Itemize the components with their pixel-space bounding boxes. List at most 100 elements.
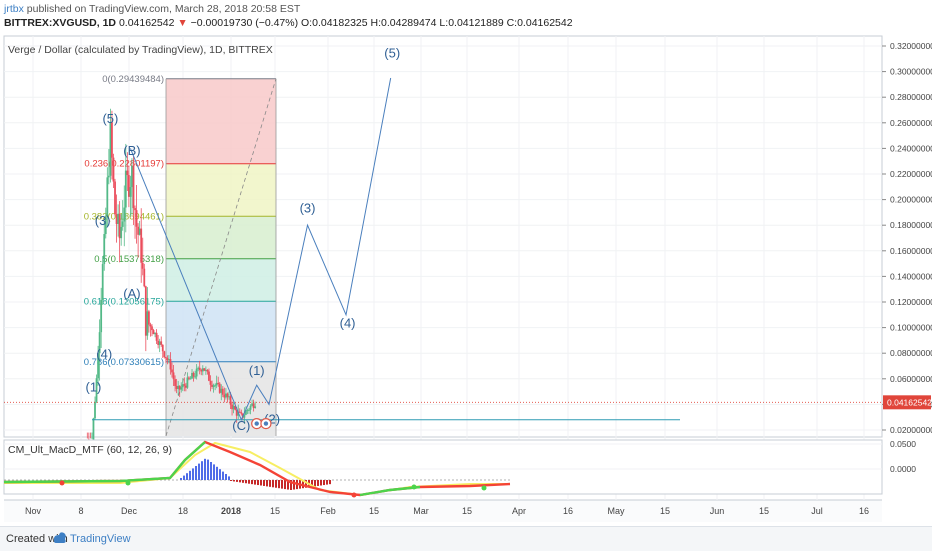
- wave-label: (B): [123, 143, 140, 158]
- macd-hist-bar: [210, 462, 212, 480]
- price-tick-label: 0.16000000: [890, 246, 932, 256]
- candle-body: [221, 388, 224, 395]
- macd-hist-bar: [290, 480, 292, 490]
- candle-body: [134, 208, 136, 211]
- macd-hist-bar: [266, 480, 268, 487]
- candle-body: [177, 385, 180, 389]
- candle-body: [194, 376, 196, 378]
- fib-band: [166, 301, 276, 362]
- macd-hist-bar: [242, 480, 244, 483]
- candle-body: [118, 213, 121, 239]
- macd-hist-bar: [192, 468, 194, 480]
- macd-line-up: [359, 485, 421, 497]
- candle-body: [243, 414, 246, 418]
- candle-body: [107, 175, 110, 178]
- candle-body: [106, 177, 109, 218]
- candle-body: [97, 353, 99, 379]
- candle-body: [123, 207, 126, 222]
- macd-hist-bar: [263, 480, 265, 486]
- price-tick-label: 0.20000000: [890, 195, 932, 205]
- macd-hist-bar: [251, 480, 253, 485]
- candle-body: [171, 369, 173, 373]
- macd-hist-bar: [278, 480, 280, 489]
- candle-body: [195, 368, 198, 377]
- candle-body: [203, 368, 206, 371]
- candle-body: [181, 384, 184, 388]
- candle-body: [212, 385, 215, 387]
- macd-hist-bar: [269, 480, 271, 487]
- macd-cross-dot: [125, 480, 131, 486]
- candle-body: [229, 396, 232, 405]
- time-tick-label: 16: [563, 506, 573, 516]
- wave-label: (A): [123, 286, 140, 301]
- candle-body: [144, 286, 147, 336]
- macd-cross-dot: [481, 485, 487, 491]
- macd-hist-bar: [195, 466, 197, 480]
- macd-hist-bar: [329, 480, 331, 485]
- macd-hist-bar: [186, 473, 188, 480]
- macd-tick-label: 0.0000: [890, 464, 916, 474]
- price-tick-label: 0.32000000: [890, 41, 932, 51]
- macd-cross-dot: [59, 480, 65, 486]
- wave-label: (4): [96, 346, 112, 361]
- candle-body: [168, 359, 170, 361]
- candle-body: [220, 388, 223, 393]
- high-value: 0.04289474: [381, 17, 437, 29]
- time-tick-label: May: [607, 506, 625, 516]
- candle-body: [160, 341, 163, 345]
- fib-level-label: 0.236(0.22801197): [84, 159, 164, 170]
- macd-hist-bar: [281, 480, 283, 489]
- candle-body: [228, 396, 230, 398]
- candle-body: [115, 214, 118, 224]
- candle-body: [127, 175, 130, 197]
- macd-hist-bar: [305, 480, 307, 488]
- candle-body: [232, 405, 235, 410]
- macd-cross-dot: [411, 484, 417, 490]
- candle-body: [184, 385, 187, 388]
- candle-body: [172, 372, 175, 380]
- tradingview-link[interactable]: TradingView: [70, 533, 131, 545]
- footer: Created with TradingView: [0, 526, 932, 551]
- candle-body: [131, 165, 133, 188]
- time-tick-label: 2018: [221, 506, 241, 516]
- candle-body: [217, 382, 220, 384]
- macd-hist-bar: [287, 480, 289, 490]
- candle-body: [226, 393, 229, 398]
- candle-body: [161, 344, 164, 352]
- candle-body: [111, 122, 113, 158]
- candle-body: [189, 378, 192, 380]
- fib-trend-line: [165, 78, 277, 437]
- macd-hist-bar: [198, 463, 200, 480]
- price-tick-label: 0.28000000: [890, 92, 932, 102]
- candle-body: [206, 369, 209, 372]
- price-chart[interactable]: 0.32000000 0.30000000 0.28000000 0.26000000…: [0, 0, 932, 526]
- time-tick-label: Nov: [25, 506, 42, 516]
- macd-hist-bar: [239, 480, 241, 483]
- candle-body: [235, 409, 238, 416]
- time-tick-label: Feb: [320, 506, 336, 516]
- candle-body: [129, 187, 132, 197]
- macd-hist-bar: [260, 480, 262, 486]
- candle-body: [192, 372, 195, 377]
- time-tick-label: 15: [270, 506, 280, 516]
- wave-label: (1): [86, 380, 102, 395]
- wave-label: (5): [102, 111, 118, 126]
- candle-body: [120, 226, 123, 239]
- change-value: −0.00019730 (−0.47%): [190, 17, 299, 29]
- candle-body: [101, 264, 104, 300]
- tradingview-logo-icon: [53, 532, 66, 543]
- price-tick-label: 0.24000000: [890, 143, 932, 153]
- current-price-label: 0.04162542: [887, 397, 932, 407]
- candle-body: [140, 228, 143, 263]
- time-tick-label: Jun: [710, 506, 725, 516]
- candle-body: [201, 368, 204, 372]
- macd-hist-bar: [272, 480, 274, 488]
- macd-hist-bar: [236, 480, 238, 482]
- time-tick-label: Mar: [413, 506, 429, 516]
- author-link[interactable]: jrtbx: [4, 3, 24, 15]
- time-tick-label: 15: [660, 506, 670, 516]
- macd-hist-bar: [222, 471, 224, 480]
- candle-body: [146, 311, 149, 336]
- candle-body: [157, 340, 160, 345]
- candle-body: [191, 372, 193, 379]
